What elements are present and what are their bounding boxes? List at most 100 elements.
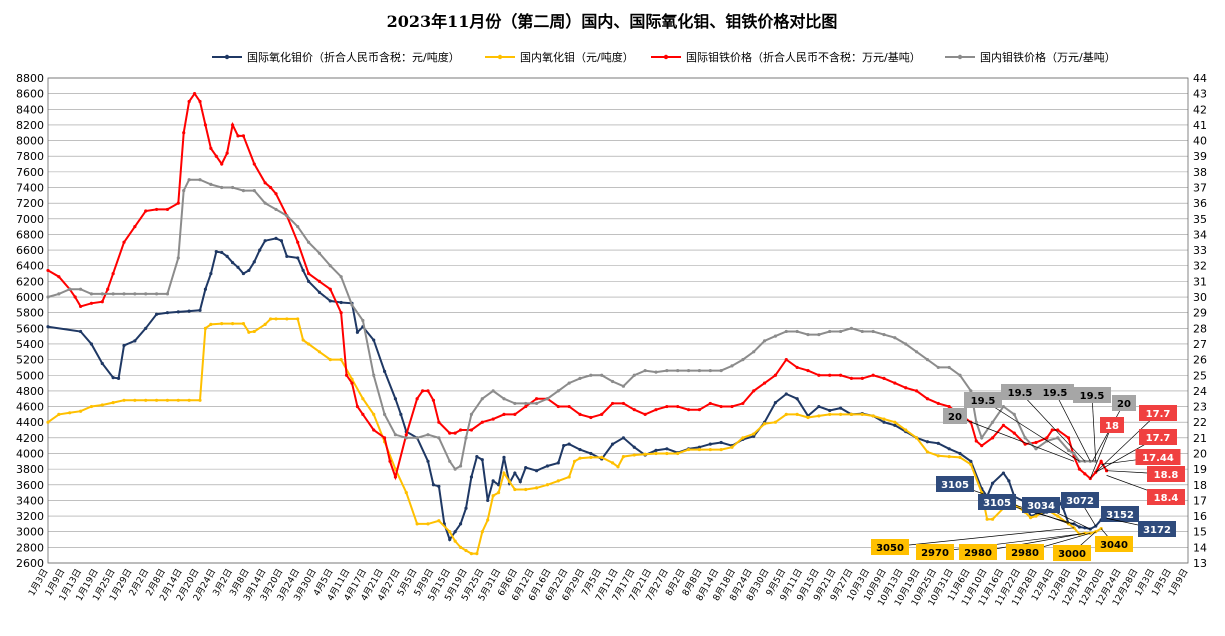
data-point <box>252 329 256 334</box>
callout-value: 3034 <box>1027 501 1055 512</box>
left-tick-label: 5400 <box>16 338 44 351</box>
data-point <box>578 376 582 380</box>
data-point <box>686 408 691 412</box>
data-point <box>182 131 186 135</box>
data-point <box>600 412 604 416</box>
right-tick-label: 16 <box>1193 510 1207 523</box>
data-point <box>1012 431 1016 435</box>
data-point <box>730 404 734 409</box>
data-point <box>741 358 745 362</box>
data-point <box>480 530 484 534</box>
data-point <box>589 455 593 459</box>
data-point <box>1056 436 1060 440</box>
data-point <box>974 439 978 443</box>
data-point <box>518 480 522 484</box>
data-point <box>985 517 989 521</box>
data-point <box>697 445 702 449</box>
data-point <box>936 454 940 458</box>
data-point <box>437 519 441 523</box>
data-point <box>475 455 479 459</box>
data-point <box>762 422 767 426</box>
legend-label: 国际钼铁价格（折合人民币不含税：万元/基吨） <box>686 50 921 64</box>
callout-box <box>1112 395 1136 411</box>
series-line <box>47 237 1107 542</box>
series-line <box>47 317 1102 555</box>
data-point <box>263 322 267 327</box>
left-tick-label: 2800 <box>16 541 44 554</box>
callout-box <box>1147 489 1185 505</box>
data-point <box>393 433 398 437</box>
data-point <box>187 309 191 313</box>
data-point <box>491 389 495 393</box>
data-point <box>382 412 387 416</box>
data-point <box>301 268 305 273</box>
data-point <box>860 412 864 416</box>
callout-value: 20 <box>1117 399 1131 410</box>
data-point <box>296 240 300 244</box>
callout-box <box>959 544 997 560</box>
data-point <box>610 461 615 465</box>
data-point <box>274 236 278 240</box>
right-tick-label: 18 <box>1193 479 1207 492</box>
data-point <box>57 292 61 296</box>
callout-box <box>1101 506 1139 522</box>
left-tick-label: 7200 <box>16 197 44 210</box>
legend-marker <box>497 54 503 60</box>
data-point <box>431 483 436 487</box>
data-point <box>187 99 191 104</box>
data-point <box>458 464 463 468</box>
callout-value: 3172 <box>1143 525 1171 536</box>
data-point <box>882 417 886 421</box>
data-point <box>947 455 951 459</box>
data-point <box>486 518 490 522</box>
legend-marker <box>957 54 963 60</box>
data-point <box>57 275 61 279</box>
data-point <box>502 471 506 475</box>
data-point <box>600 455 604 459</box>
data-point <box>285 214 289 218</box>
data-point <box>730 364 734 368</box>
data-point <box>339 311 343 315</box>
left-tick-label: 5000 <box>16 369 44 382</box>
data-point <box>480 458 484 462</box>
data-point <box>507 480 512 484</box>
data-point <box>1088 527 1092 531</box>
data-point <box>57 412 61 416</box>
data-point <box>415 397 419 401</box>
data-point <box>100 300 104 304</box>
data-point <box>144 398 148 402</box>
right-tick-label: 38 <box>1193 166 1207 179</box>
right-tick-label: 35 <box>1193 213 1207 226</box>
callout-value: 18 <box>1105 421 1119 432</box>
right-tick-label: 21 <box>1193 432 1207 445</box>
data-point <box>513 471 517 475</box>
data-point <box>1077 525 1082 529</box>
left-tick-label: 4600 <box>16 401 44 414</box>
data-point <box>122 398 126 402</box>
data-point <box>274 317 278 321</box>
data-point <box>296 317 300 321</box>
data-point <box>871 414 875 418</box>
data-point <box>708 442 712 446</box>
data-point <box>882 376 886 380</box>
right-y-axis: 13 14 15 16 17 18 19 20 21 22 23 24 25 26 27 28 29 30 31 32… <box>1193 72 1207 570</box>
data-point <box>464 548 468 553</box>
data-point <box>198 308 202 312</box>
data-point <box>263 181 267 185</box>
data-point <box>496 483 501 487</box>
callout-box <box>1053 545 1091 561</box>
data-point <box>990 420 995 424</box>
right-tick-label: 26 <box>1193 354 1207 367</box>
left-tick-label: 3200 <box>16 510 44 523</box>
data-point <box>252 162 256 166</box>
data-point <box>214 154 218 158</box>
data-point <box>469 428 474 432</box>
right-tick-label: 33 <box>1193 244 1207 257</box>
data-point <box>795 365 799 370</box>
data-point <box>990 517 995 521</box>
data-point <box>676 451 680 456</box>
data-point <box>654 448 658 452</box>
data-point <box>914 436 919 440</box>
